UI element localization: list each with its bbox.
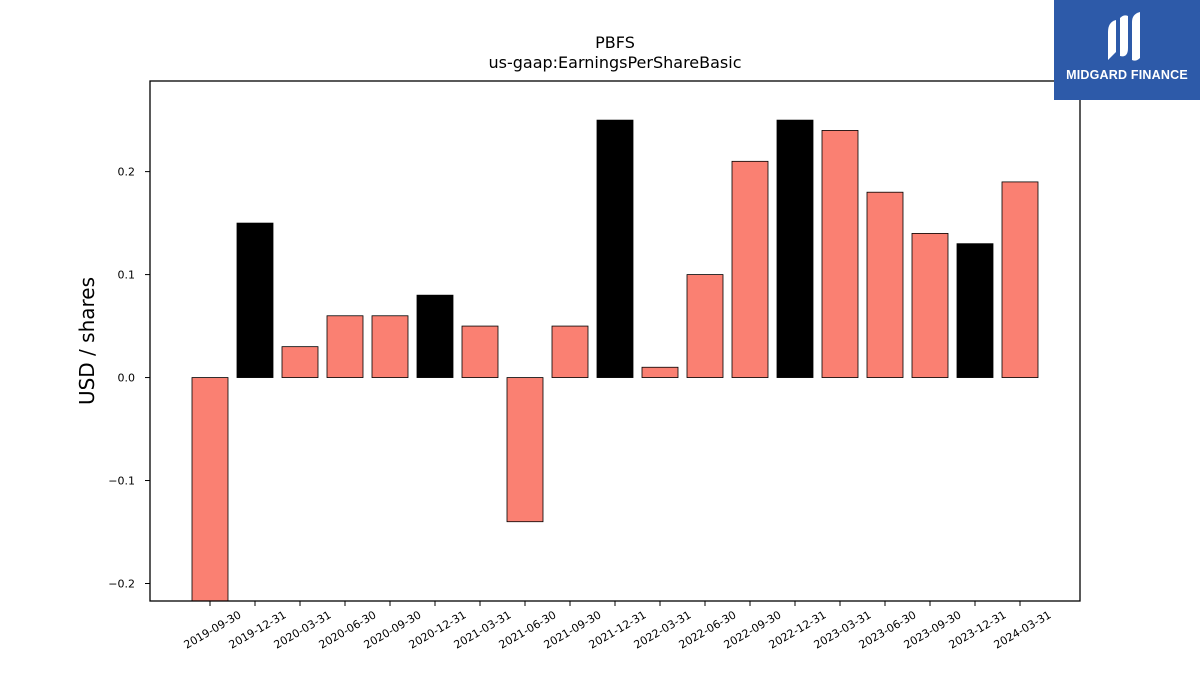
bar-2023-12-31 — [956, 243, 994, 378]
bar-2020-09-30 — [371, 315, 409, 378]
logo-mark-icon — [1108, 12, 1140, 61]
chart-subtitle: us-gaap:EarningsPerShareBasic — [488, 53, 741, 72]
bar-2020-06-30 — [326, 315, 364, 378]
company-logo: MIDGARD FINANCE — [1054, 0, 1200, 100]
logo-text: MIDGARD FINANCE — [1066, 68, 1188, 82]
y-tick-label: −0.2 — [108, 577, 135, 590]
bar-2020-12-31 — [416, 294, 454, 378]
bar-2022-06-30 — [686, 274, 724, 378]
bar-2022-09-30 — [731, 160, 769, 378]
bar-2023-03-31 — [821, 130, 859, 378]
bar-2021-06-30 — [506, 377, 544, 523]
bar-2023-09-30 — [911, 232, 949, 378]
bar-2019-09-30 — [191, 377, 229, 601]
bar-2022-12-31 — [776, 119, 814, 378]
bar-2024-03-31 — [1001, 181, 1039, 378]
y-tick-label: 0.0 — [118, 372, 136, 385]
bar-2021-12-31 — [596, 119, 634, 378]
y-tick-label: 0.1 — [118, 269, 136, 282]
x-axis-ticks: 2019-09-302019-12-312020-03-312020-06-30… — [182, 601, 1054, 652]
y-axis-ticks: −0.2 −0.1 0.0 0.1 0.2 — [108, 166, 150, 590]
bar-2021-09-30 — [551, 325, 589, 378]
bar-2022-03-31 — [641, 366, 679, 378]
bar-2019-12-31 — [236, 222, 274, 378]
y-axis-label: USD / shares — [75, 277, 99, 405]
bar-2023-06-30 — [866, 191, 904, 378]
bar-2021-03-31 — [461, 325, 499, 378]
y-tick-label: −0.1 — [108, 475, 135, 488]
chart-title: PBFS — [595, 33, 635, 52]
y-tick-label: 0.2 — [118, 166, 136, 179]
bar-group — [191, 119, 1039, 601]
plot-frame — [149, 80, 1081, 602]
bar-2020-03-31 — [281, 346, 319, 378]
